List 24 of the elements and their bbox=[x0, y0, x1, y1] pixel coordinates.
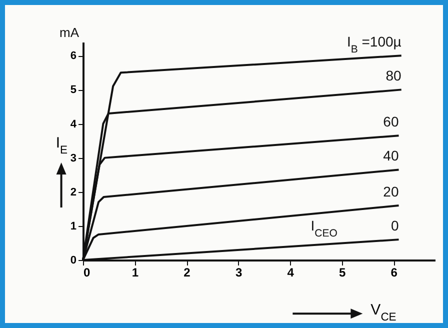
y-tick-label: 2 bbox=[70, 186, 76, 198]
x-axis-title: V$_{CE}$ bbox=[370, 302, 397, 324]
y-tick-label: 6 bbox=[70, 50, 76, 62]
series-label: 0 bbox=[390, 218, 399, 234]
series-label: 80 bbox=[386, 68, 402, 84]
x-tick-label: 4 bbox=[287, 266, 294, 280]
x-tick-label: 0 bbox=[84, 266, 90, 280]
x-tick-label: 6 bbox=[390, 266, 398, 280]
series-label: 20 bbox=[383, 184, 399, 200]
y-tick-label: 5 bbox=[70, 84, 76, 96]
x-tick-label: 2 bbox=[184, 266, 191, 280]
y-tick-label: 0 bbox=[70, 254, 76, 266]
series-label: 40 bbox=[383, 148, 399, 164]
series-label: I$_{B}$ =100µ bbox=[346, 34, 402, 56]
y-tick-label: 4 bbox=[70, 118, 78, 130]
y-tick-label: 3 bbox=[70, 152, 76, 164]
y-axis-title: I$_{E}$ bbox=[56, 134, 68, 156]
x-tick-label: 5 bbox=[338, 266, 346, 280]
text: mA bbox=[60, 25, 80, 40]
series-label: 60 bbox=[383, 114, 399, 130]
x-tick-label: 3 bbox=[235, 266, 242, 280]
x-tick-label: 1 bbox=[132, 266, 139, 280]
y-tick-label: 1 bbox=[70, 220, 76, 232]
annotation: I$_{CEO}$ bbox=[310, 217, 338, 240]
